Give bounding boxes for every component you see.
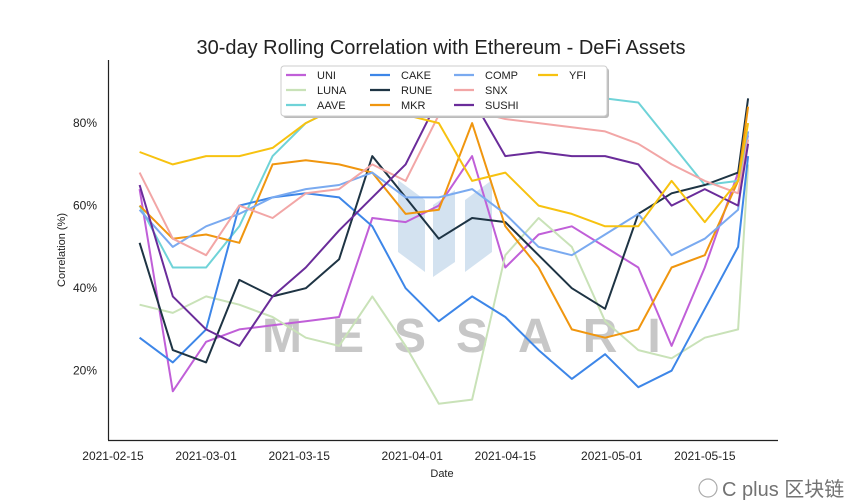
y-tick-label: 20% xyxy=(73,364,97,378)
x-tick-label: 2021-02-15 xyxy=(82,449,144,463)
legend-item-aave: AAVE xyxy=(286,100,346,112)
x-axis-label: Date xyxy=(430,468,453,480)
legend-label: SNX xyxy=(485,85,508,97)
legend-item-uni: UNI xyxy=(286,70,336,82)
series-line-cake xyxy=(139,155,750,389)
legend-label: UNI xyxy=(317,70,336,82)
y-tick-label: 40% xyxy=(73,281,97,295)
legend-label: AAVE xyxy=(317,100,346,112)
legend-item-yfi: YFI xyxy=(538,70,586,82)
series-line-rune xyxy=(138,98,750,364)
wechat-icon xyxy=(698,478,718,498)
x-tick-label: 2021-04-01 xyxy=(382,449,444,463)
y-tick-labels: 20% 40% 60% 80% xyxy=(73,116,97,378)
series-line-uni xyxy=(138,135,750,393)
legend-item-comp: COMP xyxy=(454,70,518,82)
series-line-comp xyxy=(138,131,750,257)
legend-label: COMP xyxy=(485,70,518,82)
x-tick-labels: 2021-02-15 2021-03-01 2021-03-15 2021-04-01… xyxy=(82,449,736,463)
chart-title: 30-day Rolling Correlation with Ethereum… xyxy=(196,37,685,59)
x-tick-label: 2021-03-15 xyxy=(268,449,330,463)
legend-label: LUNA xyxy=(317,85,347,97)
legend-label: RUNE xyxy=(401,85,432,97)
x-tick-label: 2021-05-01 xyxy=(581,449,643,463)
y-tick-label: 80% xyxy=(73,116,97,130)
legend-label: SUSHI xyxy=(485,100,519,112)
legend-box xyxy=(280,65,608,117)
x-tick-label: 2021-04-15 xyxy=(475,449,537,463)
legend-label: CAKE xyxy=(401,70,431,82)
series-line-mkr xyxy=(138,106,750,339)
legend-label: MKR xyxy=(401,100,426,112)
y-axis-label: Correlation (%) xyxy=(56,213,68,287)
legend-label: YFI xyxy=(569,70,586,82)
x-tick-label: 2021-03-01 xyxy=(175,449,237,463)
legend-item-mkr: MKR xyxy=(370,100,426,112)
legend-item-rune: RUNE xyxy=(370,85,432,97)
wechat-watermark: C plus 区块链 xyxy=(698,478,844,501)
legend-item-cake: CAKE xyxy=(370,70,431,82)
legend-item-sushi: SUSHI xyxy=(454,100,519,112)
legend-item-luna: LUNA xyxy=(286,85,347,97)
series-line-yfi xyxy=(139,97,750,228)
series-line-luna xyxy=(139,164,750,405)
x-tick-label: 2021-05-15 xyxy=(674,449,736,463)
y-tick-label: 60% xyxy=(73,199,97,213)
wechat-watermark-text: C plus 区块链 xyxy=(722,478,844,501)
legend: UNI LUNA AAVE CAKE RUNE MKR COMP SNX SUSHI YFI xyxy=(280,65,609,118)
legend-item-snx: SNX xyxy=(454,85,508,97)
